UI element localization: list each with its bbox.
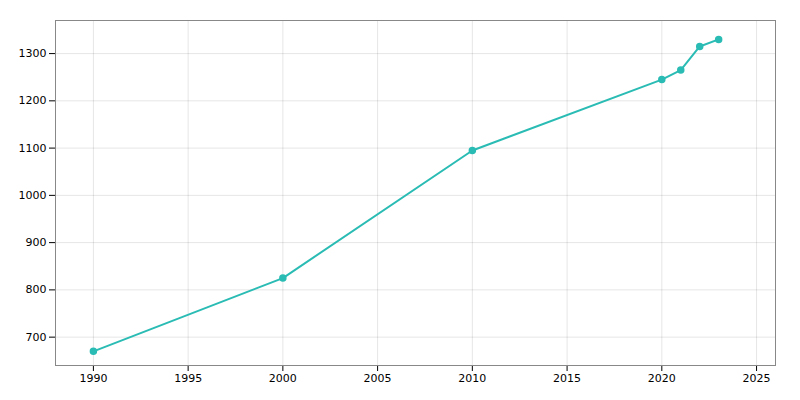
svg-text:1995: 1995: [174, 372, 202, 385]
svg-text:2020: 2020: [648, 372, 676, 385]
svg-text:1200: 1200: [19, 94, 47, 107]
svg-text:700: 700: [26, 331, 47, 344]
svg-text:1990: 1990: [79, 372, 107, 385]
svg-text:2000: 2000: [269, 372, 297, 385]
svg-text:1100: 1100: [19, 142, 47, 155]
svg-text:800: 800: [26, 283, 47, 296]
svg-text:1000: 1000: [19, 189, 47, 202]
svg-text:2010: 2010: [458, 372, 486, 385]
svg-text:2005: 2005: [364, 372, 392, 385]
svg-text:2015: 2015: [553, 372, 581, 385]
svg-text:2025: 2025: [743, 372, 771, 385]
svg-text:900: 900: [26, 236, 47, 249]
svg-text:1300: 1300: [19, 47, 47, 60]
